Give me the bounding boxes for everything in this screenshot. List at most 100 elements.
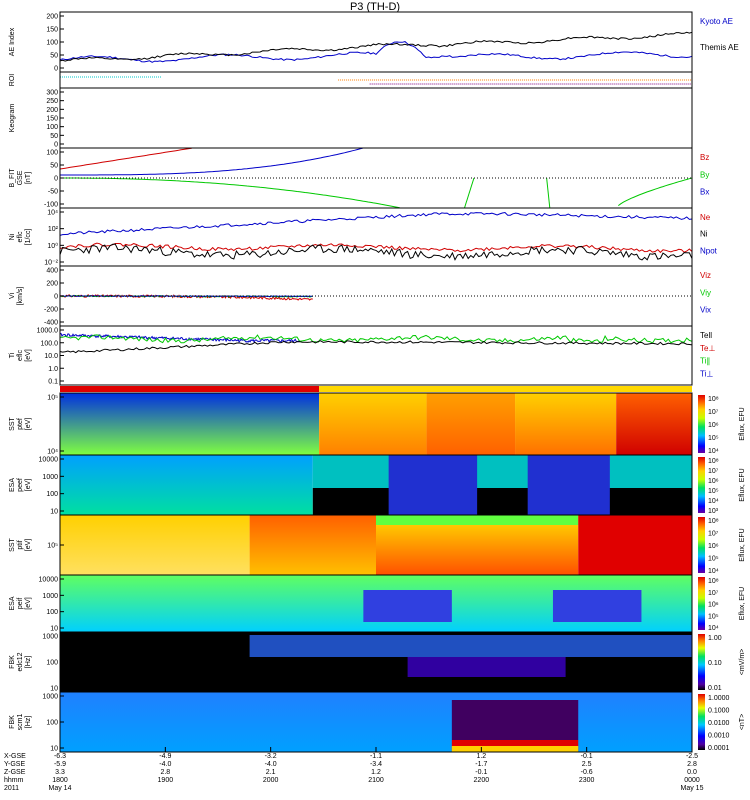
ytick-label: 0 [54, 142, 58, 149]
ylabel-line: ptef [17, 418, 24, 430]
sst-e-spectrogram [319, 393, 427, 455]
ne-line [59, 242, 693, 254]
ylabel-line: [1/cc] [25, 229, 32, 246]
colorbar-esa_i [698, 577, 705, 630]
time-value: -3.4 [370, 761, 382, 768]
colorbar-tick: 0.01 [708, 685, 722, 692]
legend-ae: Kyoto AE [700, 17, 733, 26]
ylabel-keogram: Keogram [9, 104, 16, 133]
ytick-label: 100 [46, 660, 58, 667]
panel-frame-ae [59, 11, 693, 73]
colorbar-tick: 10⁷ [708, 590, 719, 597]
ylabel-line: GSE [17, 170, 24, 185]
colorbar-sst_i [698, 517, 705, 573]
ytick-label: 10 [50, 509, 58, 516]
ylabel-line: FBK [9, 715, 16, 729]
ti-par-line [59, 334, 693, 344]
panel-frame-temperature [59, 325, 693, 386]
legend-temperature: Tell [700, 331, 712, 340]
sst-i-spectrogram [578, 515, 692, 575]
ti-perp-line [59, 332, 301, 343]
legend-bfit: By [700, 170, 709, 179]
legend-bfit: Bx [700, 188, 709, 197]
ytick-label: 10⁻² [44, 260, 58, 267]
legend-density: Ne [700, 213, 711, 222]
time-value: 0000 [684, 777, 700, 784]
ylabel-line: [nT] [25, 172, 32, 184]
sst-i-spectrogram [249, 515, 376, 575]
colorbar-tick: 10⁷ [708, 409, 719, 416]
legend-velocity: Viz [700, 271, 711, 280]
time-row-label: 2011 [4, 785, 19, 792]
time-value: 1.2 [476, 753, 486, 760]
time-value: 2.8 [687, 761, 697, 768]
colorbar-tick: 10⁴ [708, 498, 719, 505]
ylabel-line: FBK [9, 655, 16, 669]
colorbar-tick: 10⁴ [708, 448, 719, 455]
ylabel-line: peif [17, 598, 24, 609]
ylabel-density: Nieflc[1/cc] [9, 229, 32, 246]
ylabel-line: [km/s] [17, 287, 24, 306]
ytick-label: 100 [46, 720, 58, 727]
colorbar-tick: 1.0000 [708, 695, 730, 702]
colorbar-tick: 10⁸ [708, 578, 719, 585]
time-value: -5.9 [54, 761, 66, 768]
ylabel-line: Keogram [9, 104, 16, 133]
colorbar-label: Eflux, EFU [739, 407, 746, 440]
ylabel-line: [eV] [25, 539, 32, 552]
ylabel-line: SST [9, 537, 16, 551]
ytick-label: 0.1 [48, 379, 58, 386]
legend-density: Npot [700, 246, 718, 255]
time-row-label: hhmm [4, 777, 24, 784]
ytick-label: 100 [46, 609, 58, 616]
by-line [60, 177, 400, 209]
ylabel-sst_e: SSTptef[eV] [9, 416, 32, 430]
time-value: May 15 [681, 785, 704, 792]
ylabel-line: eflc [17, 350, 24, 361]
fbk-e-spectrogram [249, 635, 692, 657]
sst-e-spectrogram [426, 393, 516, 455]
legend-ae: Themis AE [700, 43, 739, 52]
colorbar-tick: 10⁵ [708, 488, 719, 495]
ylabel-line: scm1 [17, 714, 24, 731]
tell-line [59, 340, 693, 354]
colorbar-tick: 0.10 [708, 660, 722, 667]
ylabel-line: B_FIT [9, 168, 16, 188]
ytick-label: 10000 [39, 577, 59, 584]
time-value: -4.0 [159, 761, 171, 768]
colorbar-tick: 10⁴ [708, 568, 719, 575]
ytick-label: 10⁴ [47, 210, 58, 217]
esa-i-spectrogram [363, 590, 452, 622]
time-value: -0.1 [475, 769, 487, 776]
esa-e-spectrogram [388, 455, 478, 515]
npot-line [59, 211, 693, 236]
ylabel-line: Ni [9, 233, 16, 240]
kyoto-ae-line [59, 41, 693, 63]
time-row-label: Y-GSE [4, 761, 25, 768]
colorbar-label: <nT> [739, 714, 746, 730]
ytick-label: 1000 [42, 474, 58, 481]
legend-temperature: Te⊥ [700, 344, 715, 353]
ytick-label: 1000.0 [37, 328, 59, 335]
ylabel-line: SST [9, 416, 16, 430]
legend-temperature: Ti∥ [700, 357, 710, 366]
legend-velocity: Vix [700, 306, 711, 315]
ytick-label: 300 [46, 90, 58, 97]
fbk-b-spectrogram [451, 746, 579, 752]
ytick-label: 200 [46, 14, 58, 21]
time-value: 1800 [52, 777, 68, 784]
bx-line [60, 147, 363, 176]
ytick-label: 10 [50, 746, 58, 753]
ytick-label: 10 [50, 626, 58, 633]
ni-line [59, 243, 693, 261]
colorbar-label: Eflux, EFU [739, 468, 746, 501]
ytick-label: -400 [44, 320, 58, 327]
time-value: -1.1 [370, 753, 382, 760]
ytick-label: 0 [54, 294, 58, 301]
colorbar-tick: 0.0001 [708, 745, 730, 752]
ytick-label: 10 [50, 686, 58, 693]
time-value: -0.6 [581, 769, 593, 776]
colorbar-tick: 0.0100 [708, 720, 730, 727]
colorbar-tick: 10⁷ [708, 531, 719, 538]
colorbar-tick: 10⁶ [708, 602, 719, 609]
